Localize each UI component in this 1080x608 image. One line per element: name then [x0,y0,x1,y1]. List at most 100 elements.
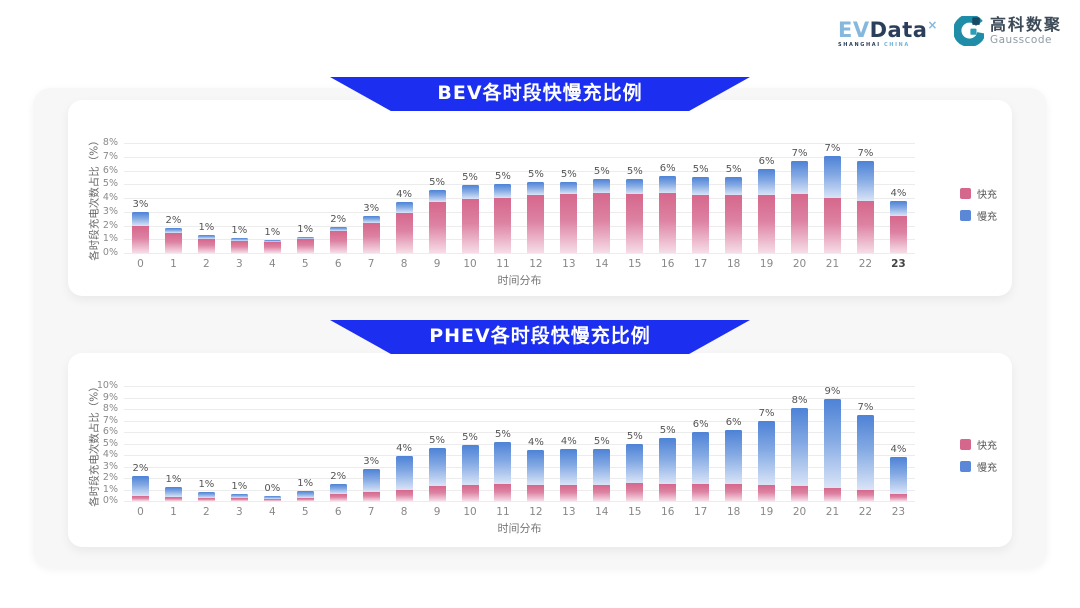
bar-value-label: 5% [462,171,478,183]
evdata-sub-left: SHANGHAI [838,42,881,48]
x-tick-label: 9 [433,506,441,518]
bar-value-label: 5% [462,431,478,443]
x-tick-label: 19 [759,258,774,270]
y-tick-label: 7% [102,414,118,426]
bar-value-label: 4% [396,443,413,455]
bar-value-label: 5% [692,164,709,176]
bar-22: 7% [849,143,882,253]
bar-value-label: 5% [593,436,610,448]
bar-19: 7% [750,386,783,501]
y-tick-label: 3% [102,460,118,472]
bar-21: 7% [816,143,849,253]
bar-segment-slow-charge [395,202,413,214]
evdata-data-text: Data [869,18,928,42]
bar-segment-slow-charge [560,181,578,194]
bar-value-label: 5% [725,164,742,176]
bar-value-label: 1% [198,222,215,234]
bar-3: 1% [223,386,256,501]
x-tick-label: 11 [496,506,510,518]
bar-14: 5% [585,143,618,253]
bar-segment-fast-charge [164,496,182,501]
gridline [124,198,915,199]
x-tick-label: 8 [400,506,408,518]
bar-segment-fast-charge [758,194,776,253]
y-tick-label: 4% [102,192,118,203]
charts-panel: BEV各时段快慢充比例 各时段充电次数占比（%） 0% 1% 2% 3% 4% 5% 6% 7… [33,77,1047,568]
bar-segment-fast-charge [329,494,347,501]
bar-value-label: 2% [165,214,182,226]
gausscode-en: Gausscode [989,33,1052,46]
bar-segment-slow-charge [362,215,380,223]
bar-20: 8% [783,386,816,501]
bar-segment-fast-charge [889,494,907,501]
x-tick-label: 22 [858,506,873,518]
x-tick-label: 11 [496,258,510,270]
bar-18: 6% [717,386,750,501]
bar-0: 2% [124,386,157,501]
bar-segment-slow-charge [527,450,545,485]
bar-value-label: 0% [264,482,281,494]
legend-item: 慢充 [960,459,997,474]
bar-segment-slow-charge [131,475,149,496]
bar-segment-slow-charge [263,239,281,242]
bar-11: 5% [486,143,519,253]
bar-segment-fast-charge [296,497,314,501]
bar-segment-fast-charge [494,483,512,501]
gridline [124,397,915,399]
bar-value-label: 5% [560,168,577,180]
bar-value-label: 1% [231,224,248,236]
y-tick-label: 6% [102,426,118,437]
bar-value-label: 6% [659,163,676,174]
x-tick-label: 4 [268,506,276,518]
x-tick-label: 6 [334,506,342,518]
bar-23: 4% [882,386,915,501]
y-tick-label: 7% [102,150,118,162]
bar-segment-fast-charge [758,484,776,501]
bar-segment-fast-charge [230,498,248,501]
plot-area: 0% 1% 2% 3% 4% 5% 6% 7% 8% 3% 2% 1% 1% 1% 1% 2% 3% 4% 5% 5%… [103,138,915,258]
x-tick-label: 7 [367,506,375,518]
bar-value-label: 4% [560,436,577,448]
x-tick-label: 23 [891,506,906,518]
bar-value-label: 6% [758,156,775,168]
bar-segment-slow-charge [692,432,710,484]
bar-segment-slow-charge [791,407,809,487]
x-tick-label: 1 [170,258,177,270]
gridline [124,143,915,144]
bar-segment-slow-charge [494,183,512,198]
bar-segment-slow-charge [494,442,512,484]
gridline [124,211,915,213]
bar-segment-fast-charge [593,193,611,253]
x-axis-label: 时间分布 [497,522,542,535]
x-axis-label: 时间分布 [497,274,542,287]
bar-6: 2% [322,143,355,253]
bar-17: 5% [684,143,717,253]
gridline [124,170,915,172]
bar-segment-slow-charge [758,169,776,195]
bar-segment-slow-charge [659,176,677,193]
bar-segment-slow-charge [164,227,182,234]
x-tick-label: 20 [792,506,807,518]
bar-5: 1% [289,386,322,501]
bar-value-label: 6% [692,419,709,430]
bar-7: 3% [355,386,388,501]
gridline [124,156,915,158]
x-tick-label: 19 [759,506,774,518]
bar-value-label: 2% [330,470,347,482]
bar-15: 5% [618,386,651,501]
bar-16: 6% [651,143,684,253]
legend-swatch [960,210,971,221]
bar-segment-fast-charge [329,231,347,253]
bar-segment-slow-charge [823,399,841,488]
bar-segment-slow-charge [230,237,248,242]
y-tick-label: 3% [102,205,118,217]
bar-2: 1% [190,386,223,501]
bar-value-label: 7% [758,407,775,419]
x-tick-label: 14 [595,506,609,518]
bar-value-label: 2% [330,213,347,225]
bar-value-label: 4% [890,187,907,199]
bar-value-label: 3% [363,202,380,214]
legend-label: 慢充 [977,212,997,223]
gausscode-g-icon [953,16,984,46]
bar-6: 2% [322,386,355,501]
